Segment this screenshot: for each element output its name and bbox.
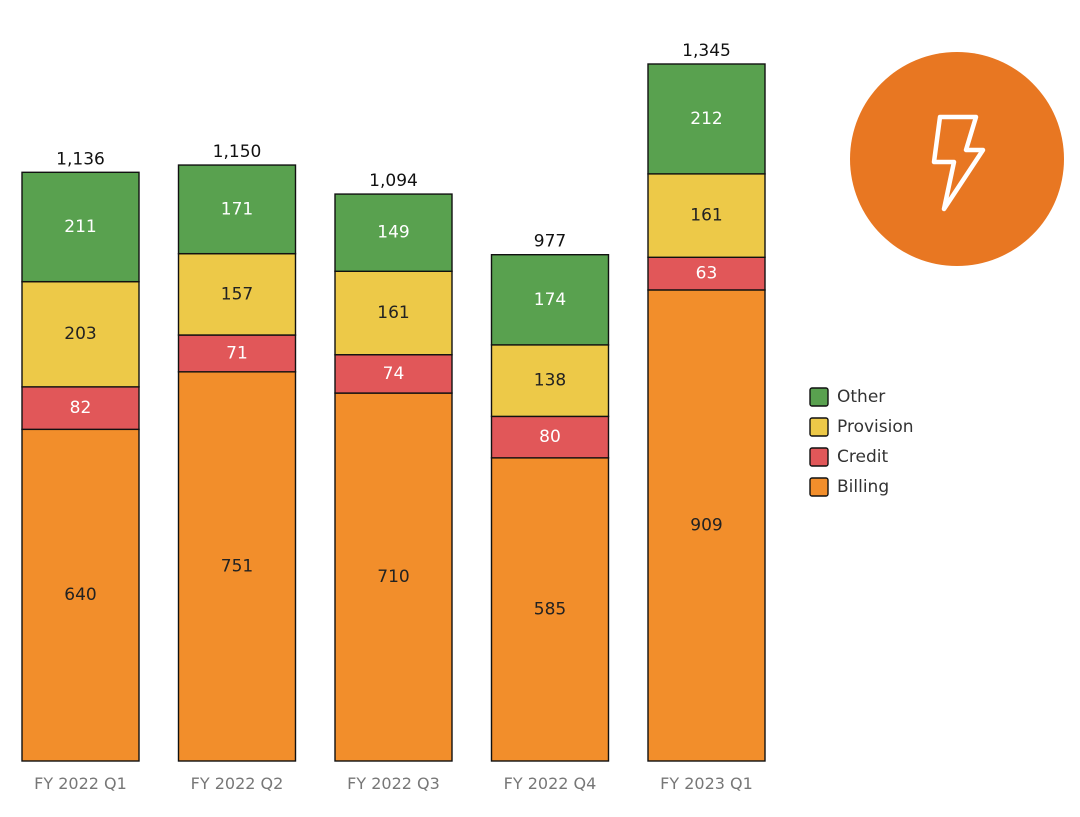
legend-label-billing: Billing [837,477,889,497]
lightning-badge [850,52,1064,266]
bar-segment-other [21,171,140,283]
segment-value-label: 149 [377,223,409,243]
bar-segment-credit [334,354,453,394]
segment-value-label: 138 [534,371,566,391]
bar-segment-billing [21,428,140,762]
segment-value-label: 161 [690,206,722,226]
bar-segment-billing [490,457,610,762]
legend-swatch-provision [809,417,829,437]
segment-value-label: 909 [690,515,722,535]
bar-total-label: 1,345 [682,41,731,61]
bar-total-label: 1,094 [369,171,418,191]
bar-segment-credit [177,334,297,373]
segment-value-label: 174 [534,290,566,310]
segment-value-label: 171 [221,199,253,219]
bar-segment-other [490,254,610,346]
lightning-bolt-icon [931,114,986,212]
segment-value-label: 203 [64,324,96,344]
bar-segment-provision [177,252,297,336]
segment-value-label: 157 [221,284,253,304]
category-tick-label: FY 2022 Q3 [347,774,440,793]
bar-segment-billing [177,371,297,762]
bar-total-label: 1,136 [56,149,105,169]
segment-value-label: 74 [383,364,405,384]
bar-segment-other [334,193,453,272]
bar-segment-other [177,164,297,255]
category-axis: FY 2022 Q1 FY 2022 Q2 FY 2022 Q3 FY 2022 Q4… [34,774,753,793]
bar-segment-other [647,63,766,175]
segment-value-label: 751 [221,556,253,576]
category-tick-label: FY 2022 Q2 [191,774,284,793]
legend-label-other: Other [837,387,885,407]
bar-segment-provision [490,344,610,418]
bar-segment-billing [334,392,453,762]
badge-circle [850,52,1064,266]
legend-swatch-other [809,387,829,407]
segment-value-label: 161 [377,303,409,323]
segment-value-label: 710 [377,567,409,587]
segment-value-label: 82 [70,398,92,418]
bars-layer: 640 82 203 211 751 71 157 171 710 74 161 149 585 80 13… [21,63,766,762]
segment-value-label: 585 [534,599,566,619]
bar-segment-billing [647,289,766,762]
segment-value-label: 640 [64,585,96,605]
segment-value-label: 212 [690,109,722,129]
segment-value-label: 71 [226,343,248,363]
bar-segment-provision [334,270,453,356]
legend-label-credit: Credit [837,447,888,467]
bar-segment-credit [647,256,766,291]
bar-segment-provision [647,173,766,258]
legend-swatch-credit [809,447,829,467]
bar-total-label: 977 [534,232,566,252]
category-tick-label: FY 2022 Q1 [34,774,127,793]
category-tick-label: FY 2023 Q1 [660,774,753,793]
legend-swatch-billing [809,477,829,497]
segment-value-label: 63 [696,264,718,284]
segment-value-label: 80 [539,427,561,447]
totals-layer: 1,136 1,150 1,094 977 1,345 [56,41,731,252]
segment-value-label: 211 [64,217,96,237]
category-tick-label: FY 2022 Q4 [504,774,597,793]
legend-label-provision: Provision [837,417,914,437]
legend: Other Provision Credit Billing [809,387,914,497]
bar-total-label: 1,150 [213,142,262,162]
bar-segment-credit [21,386,140,431]
